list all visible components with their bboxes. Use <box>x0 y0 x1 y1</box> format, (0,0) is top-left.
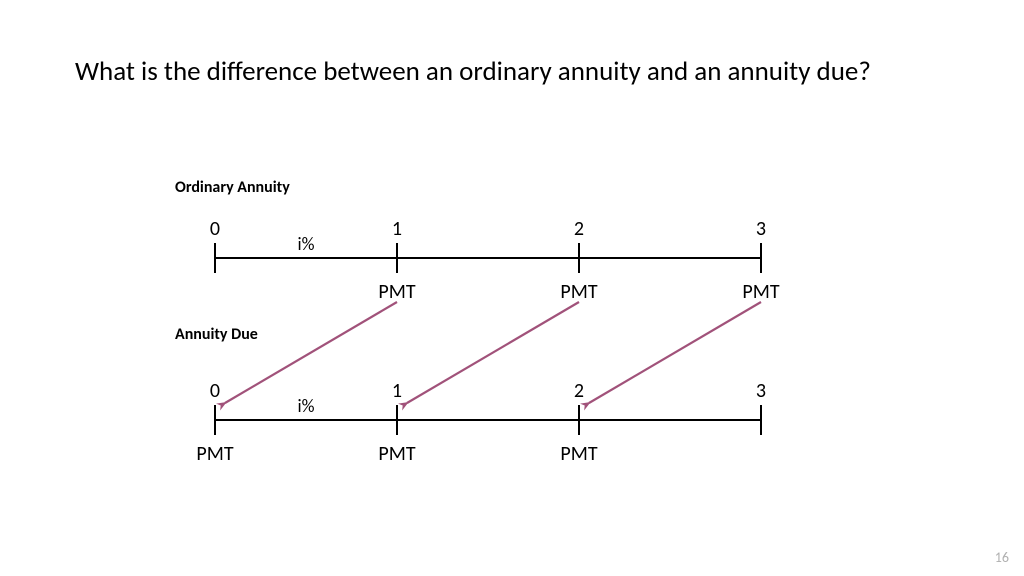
shift-arrows <box>225 302 761 403</box>
pmt-label: PMT <box>742 280 779 304</box>
shift-arrow <box>225 302 397 403</box>
annuity-diagram: 0 1 2 3 i% PMT PMT PMT 0 1 2 3 i% PMT PMT PMT <box>0 0 1024 576</box>
tick-label: 2 <box>574 217 584 241</box>
ordinary-annuity-timeline: 0 1 2 3 i% PMT PMT PMT <box>210 217 780 304</box>
pmt-label: PMT <box>196 442 233 466</box>
pmt-label: PMT <box>378 442 415 466</box>
shift-arrow <box>589 302 761 403</box>
rate-label: i% <box>298 233 315 255</box>
tick-label: 3 <box>756 379 766 403</box>
pmt-label: PMT <box>560 442 597 466</box>
tick-label: 1 <box>392 217 402 241</box>
slide: What is the difference between an ordina… <box>0 0 1024 576</box>
pmt-label: PMT <box>378 280 415 304</box>
rate-label: i% <box>298 395 315 417</box>
tick-label: 1 <box>392 379 402 403</box>
pmt-label: PMT <box>560 280 597 304</box>
page-number: 16 <box>995 549 1009 566</box>
tick-label: 3 <box>756 217 766 241</box>
tick-label: 2 <box>574 379 584 403</box>
shift-arrow <box>407 302 579 403</box>
tick-label: 0 <box>210 379 220 403</box>
tick-label: 0 <box>210 217 220 241</box>
annuity-due-timeline: 0 1 2 3 i% PMT PMT PMT <box>196 379 766 466</box>
